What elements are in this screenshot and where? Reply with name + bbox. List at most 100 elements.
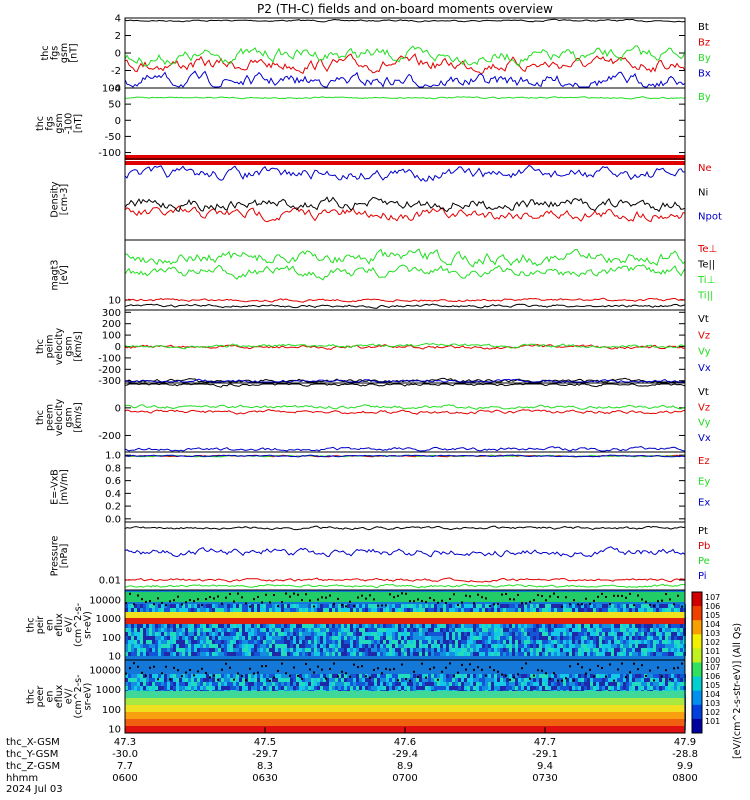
heatmap-cell <box>545 686 548 690</box>
heatmap-cell <box>500 682 503 686</box>
heatmap-cell <box>677 644 680 648</box>
heatmap-cell <box>218 648 221 652</box>
heatmap-cell <box>209 678 212 682</box>
heatmap-cell <box>593 604 596 608</box>
heatmap-cell <box>419 678 422 682</box>
heatmap-cell <box>371 678 374 682</box>
heatmap-cell <box>236 636 239 640</box>
heatmap-cell <box>320 608 323 612</box>
heatmap-cell <box>656 648 659 652</box>
heatmap-cell <box>209 640 212 644</box>
heatmap-cell <box>239 624 242 628</box>
heatmap-cell <box>137 644 140 648</box>
heatmap-cell <box>569 628 572 632</box>
heatmap-cell <box>134 604 137 608</box>
heatmap-cell <box>299 604 302 608</box>
heatmap-cell <box>200 640 203 644</box>
heatmap-cell <box>413 624 416 628</box>
heatmap-cell <box>599 604 602 608</box>
heatmap-cell <box>206 678 209 682</box>
heatmap-cell <box>143 636 146 640</box>
heatmap-cell <box>335 608 338 612</box>
heatmap-cell <box>461 644 464 648</box>
heatmap-cell <box>152 686 155 690</box>
heatmap-dot <box>197 598 199 601</box>
heatmap-cell <box>572 628 575 632</box>
ytick-label: 0.0 <box>105 514 121 525</box>
heatmap-cell <box>572 640 575 644</box>
heatmap-cell <box>140 624 143 628</box>
heatmap-dot <box>481 596 483 599</box>
legend-Ti⊥: Ti⊥ <box>697 275 715 286</box>
heatmap-cell <box>476 648 479 652</box>
heatmap-cell <box>419 674 422 678</box>
heatmap-cell <box>443 624 446 628</box>
heatmap-cell <box>383 640 386 644</box>
legend-Te⊥: Te⊥ <box>697 244 717 255</box>
heatmap-cell <box>449 640 452 644</box>
heatmap-cell <box>572 632 575 636</box>
heatmap-cell <box>329 644 332 648</box>
heatmap-cell <box>281 682 284 686</box>
heatmap-cell <box>161 652 164 656</box>
ylabel-line: thc <box>35 410 46 425</box>
heatmap-cell <box>638 624 641 628</box>
heatmap-cell <box>614 644 617 648</box>
heatmap-cell <box>566 682 569 686</box>
heatmap-cell <box>674 644 677 648</box>
ylabel-line: thc <box>35 116 46 131</box>
heatmap-cell <box>392 640 395 644</box>
heatmap-cell <box>419 644 422 648</box>
series-line-Vx <box>124 378 685 383</box>
heatmap-cell <box>203 604 206 608</box>
heatmap-cell <box>566 644 569 648</box>
heatmap-cell <box>572 686 575 690</box>
heatmap-cell <box>146 674 149 678</box>
heatmap-cell <box>299 682 302 686</box>
heatmap-cell <box>671 608 674 612</box>
heatmap-dot <box>357 596 359 599</box>
heatmap-cell <box>533 624 536 628</box>
heatmap-cell <box>335 678 338 682</box>
heatmap-cell <box>134 628 137 632</box>
heatmap-cell <box>197 648 200 652</box>
heatmap-cell <box>596 608 599 612</box>
heatmap-cell <box>440 628 443 632</box>
heatmap-dot <box>409 600 411 603</box>
heatmap-cell <box>311 628 314 632</box>
heatmap-dot <box>533 599 535 602</box>
heatmap-cell <box>311 644 314 648</box>
heatmap-cell <box>638 648 641 652</box>
heatmap-cell <box>215 674 218 678</box>
heatmap-cell <box>188 632 191 636</box>
heatmap-cell <box>272 678 275 682</box>
heatmap-dot <box>125 602 127 605</box>
heatmap-cell <box>362 652 365 656</box>
heatmap-cell <box>329 652 332 656</box>
heatmap-cell <box>494 674 497 678</box>
heatmap-cell <box>566 608 569 612</box>
heatmap-cell <box>359 686 362 690</box>
heatmap-cell <box>308 640 311 644</box>
heatmap-cell <box>476 678 479 682</box>
heatmap-cell <box>227 632 230 636</box>
heatmap-cell <box>356 682 359 686</box>
heatmap-cell <box>455 632 458 636</box>
heatmap-cell <box>563 682 566 686</box>
heatmap-cell <box>179 682 182 686</box>
heatmap-cell <box>434 608 437 612</box>
heatmap-dot <box>537 594 539 597</box>
heatmap-cell <box>203 644 206 648</box>
heatmap-cell <box>290 628 293 632</box>
heatmap-band-peak <box>125 618 685 624</box>
heatmap-dot <box>361 594 363 597</box>
heatmap-cell <box>518 686 521 690</box>
heatmap-cell <box>662 604 665 608</box>
heatmap-cell <box>314 628 317 632</box>
heatmap-cell <box>470 640 473 644</box>
heatmap-cell <box>542 604 545 608</box>
